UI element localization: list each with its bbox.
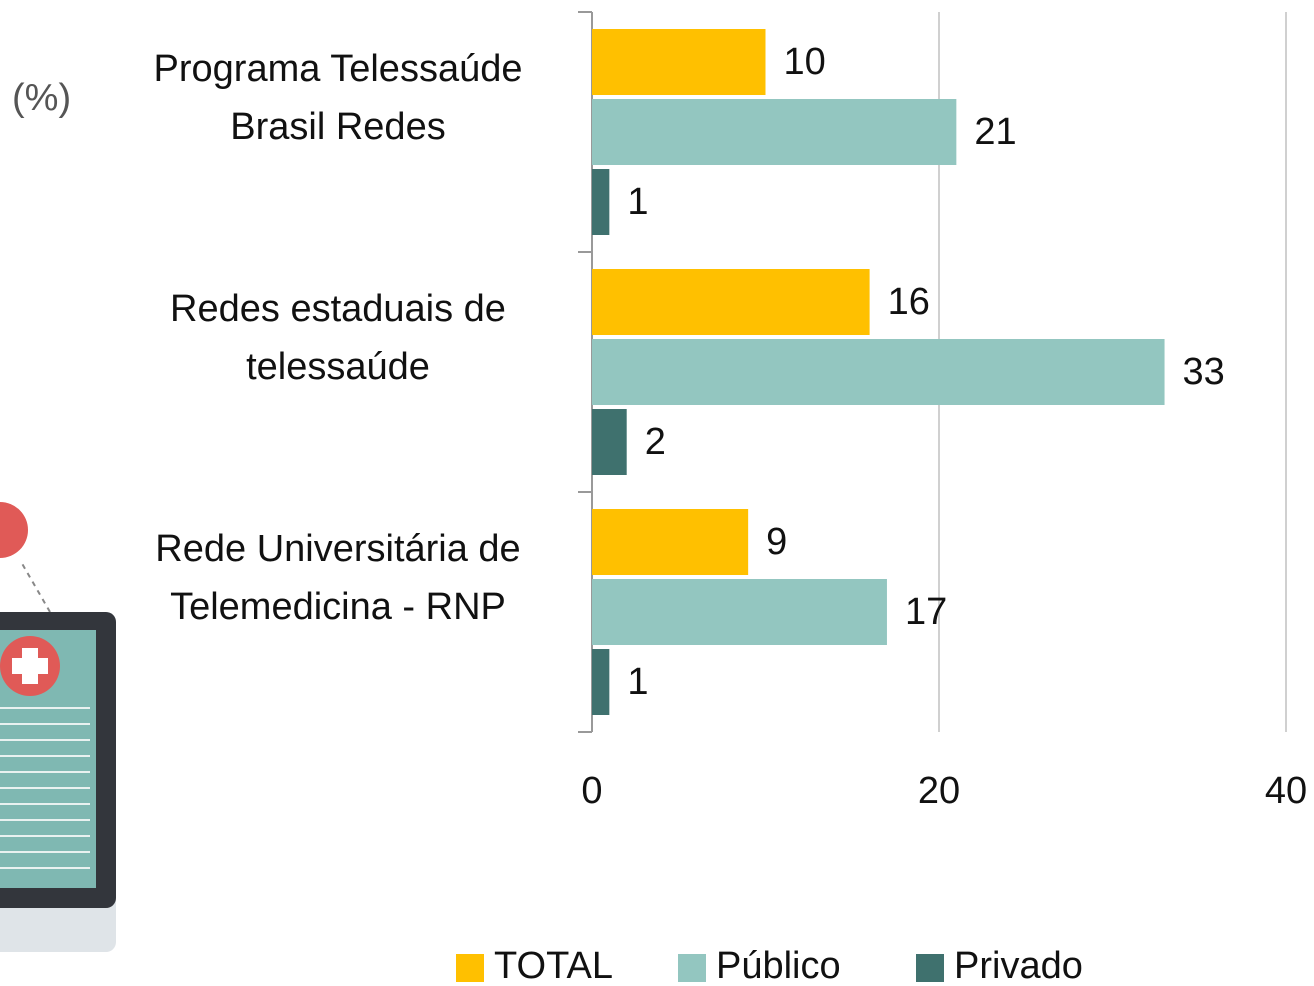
bar xyxy=(592,649,610,715)
y-tick-label: Rede Universitária de Telemedicina - RNP xyxy=(155,528,520,628)
bar xyxy=(592,29,766,95)
screen-lines xyxy=(0,707,90,869)
bar xyxy=(592,409,627,475)
cross xyxy=(12,648,48,684)
unit-label: (%) xyxy=(12,77,71,119)
value-label: 1 xyxy=(627,661,648,703)
bar xyxy=(592,269,870,335)
bar xyxy=(592,579,887,645)
legend-swatch xyxy=(456,954,484,982)
value-label: 16 xyxy=(888,281,930,323)
illustration xyxy=(0,502,116,952)
x-tick-label: 0 xyxy=(581,770,602,812)
bar xyxy=(592,169,610,235)
icon-circle xyxy=(0,502,28,558)
legend-swatch xyxy=(916,954,944,982)
bar xyxy=(592,509,749,575)
x-tick-label: 40 xyxy=(1265,770,1307,812)
x-tick-label: 20 xyxy=(918,770,960,812)
value-label: 21 xyxy=(974,111,1016,153)
legend-label: Público xyxy=(716,945,841,986)
value-label: 2 xyxy=(645,421,666,463)
legend-label: Privado xyxy=(954,945,1083,986)
value-label: 9 xyxy=(766,521,787,563)
value-label: 10 xyxy=(784,41,826,83)
legend-swatch xyxy=(678,954,706,982)
legend-label: TOTAL xyxy=(494,945,613,986)
value-label: 17 xyxy=(905,591,947,633)
value-label: 1 xyxy=(627,181,648,223)
dashed-connector xyxy=(19,559,51,613)
y-tick-label: Programa Telessaúde Brasil Redes xyxy=(154,48,523,148)
bar xyxy=(592,99,957,165)
value-label: 33 xyxy=(1183,351,1225,393)
bar xyxy=(592,339,1165,405)
y-tick-label: Redes estaduais de telessaúde xyxy=(170,288,506,388)
